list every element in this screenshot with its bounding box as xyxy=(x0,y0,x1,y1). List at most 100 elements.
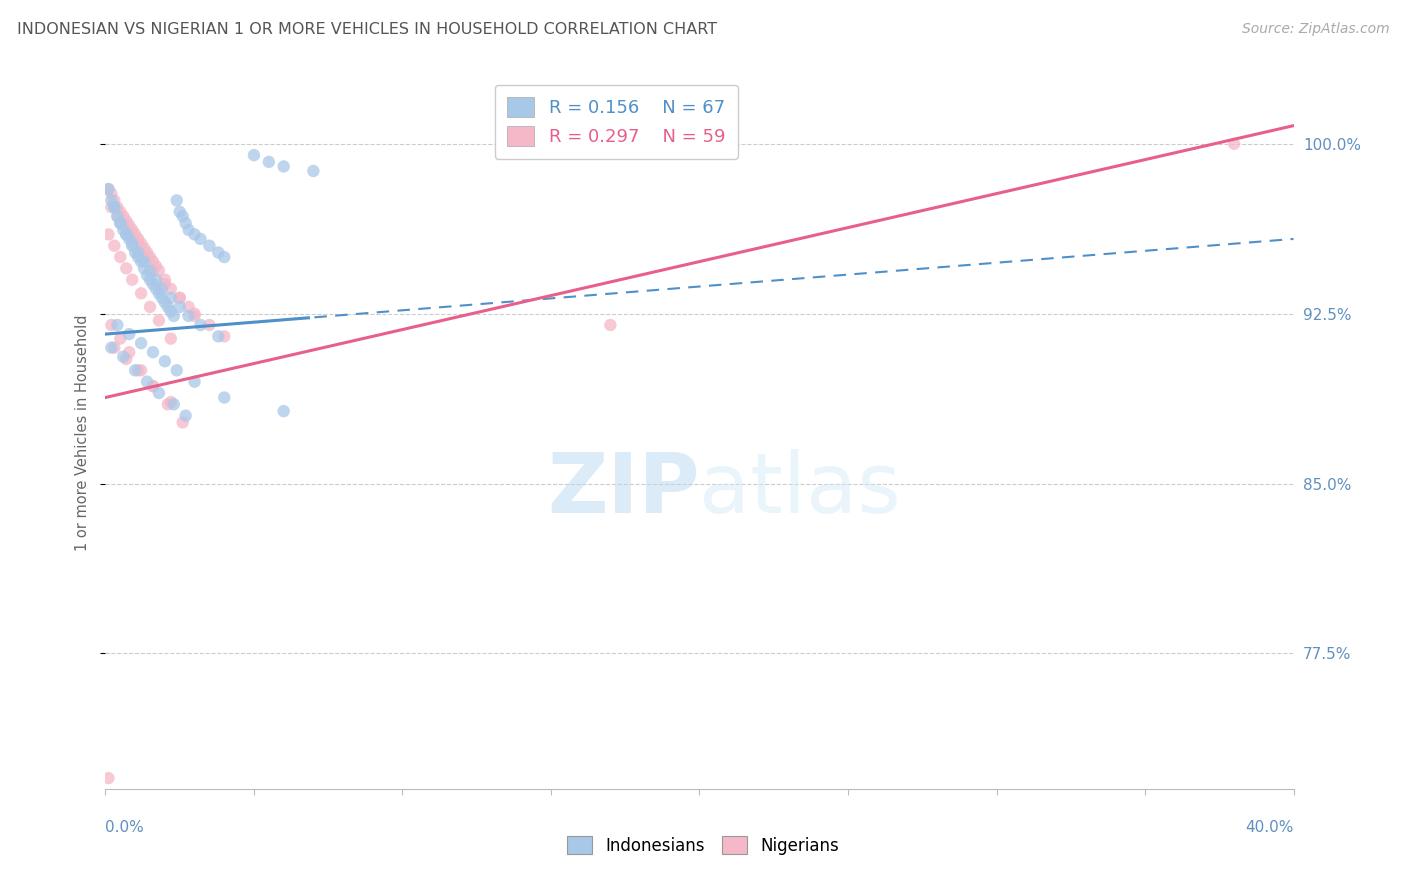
Point xyxy=(121,238,143,252)
Point xyxy=(110,216,132,230)
Point xyxy=(139,273,162,287)
Point xyxy=(159,282,181,296)
Point xyxy=(100,186,122,201)
Point xyxy=(166,194,188,208)
Point xyxy=(103,194,125,208)
Point xyxy=(190,318,212,332)
Text: ZIP: ZIP xyxy=(547,450,700,530)
Point xyxy=(139,250,162,264)
Point xyxy=(97,771,120,785)
Text: Source: ZipAtlas.com: Source: ZipAtlas.com xyxy=(1241,22,1389,37)
Point xyxy=(115,227,138,242)
Point xyxy=(214,250,236,264)
Point xyxy=(207,245,229,260)
Point xyxy=(118,345,141,359)
Point xyxy=(198,238,221,252)
Legend: R = 0.156    N = 67, R = 0.297    N = 59: R = 0.156 N = 67, R = 0.297 N = 59 xyxy=(495,85,738,159)
Point xyxy=(153,273,176,287)
Point xyxy=(169,291,191,305)
Point xyxy=(127,232,149,246)
Point xyxy=(177,300,200,314)
Point xyxy=(302,164,325,178)
Y-axis label: 1 or more Vehicles in Household: 1 or more Vehicles in Household xyxy=(75,314,90,551)
Point xyxy=(97,227,120,242)
Point xyxy=(97,182,120,196)
Point xyxy=(115,227,138,242)
Point xyxy=(153,277,176,292)
Point xyxy=(183,309,205,323)
Point xyxy=(118,232,141,246)
Point xyxy=(156,397,179,411)
Point xyxy=(100,194,122,208)
Point xyxy=(127,363,149,377)
Point xyxy=(145,259,167,273)
Point xyxy=(124,236,146,251)
Point xyxy=(103,200,125,214)
Point xyxy=(115,351,138,366)
Point xyxy=(118,219,141,233)
Point xyxy=(148,263,170,277)
Point xyxy=(136,245,159,260)
Point xyxy=(169,300,191,314)
Point xyxy=(100,200,122,214)
Point xyxy=(127,245,149,260)
Point xyxy=(129,363,152,377)
Point xyxy=(159,395,181,409)
Point xyxy=(129,336,152,351)
Point xyxy=(110,332,132,346)
Point xyxy=(207,329,229,343)
Point xyxy=(129,254,152,268)
Point xyxy=(177,223,200,237)
Point xyxy=(142,379,165,393)
Point xyxy=(190,232,212,246)
Point xyxy=(214,329,236,343)
Point xyxy=(121,273,143,287)
Point xyxy=(142,277,165,292)
Text: 0.0%: 0.0% xyxy=(105,821,145,835)
Point xyxy=(1223,136,1246,151)
Point xyxy=(198,318,221,332)
Point xyxy=(105,200,128,214)
Point xyxy=(214,391,236,405)
Point xyxy=(132,241,155,255)
Point xyxy=(100,318,122,332)
Point xyxy=(112,223,135,237)
Point xyxy=(159,304,181,318)
Point xyxy=(136,268,159,282)
Point xyxy=(150,291,173,305)
Point xyxy=(103,238,125,252)
Text: INDONESIAN VS NIGERIAN 1 OR MORE VEHICLES IN HOUSEHOLD CORRELATION CHART: INDONESIAN VS NIGERIAN 1 OR MORE VEHICLE… xyxy=(17,22,717,37)
Point xyxy=(124,245,146,260)
Point xyxy=(169,291,191,305)
Point xyxy=(132,261,155,276)
Point xyxy=(153,295,176,310)
Point xyxy=(257,155,280,169)
Point xyxy=(118,227,141,242)
Point xyxy=(142,263,165,277)
Point xyxy=(163,309,186,323)
Point xyxy=(132,254,155,268)
Point xyxy=(148,313,170,327)
Point xyxy=(183,375,205,389)
Point xyxy=(153,354,176,368)
Point xyxy=(177,309,200,323)
Point xyxy=(156,300,179,314)
Point xyxy=(121,223,143,237)
Point xyxy=(273,160,295,174)
Point xyxy=(174,216,197,230)
Point xyxy=(148,286,170,301)
Point xyxy=(129,286,152,301)
Point xyxy=(110,250,132,264)
Point xyxy=(142,254,165,268)
Point xyxy=(142,379,165,393)
Point xyxy=(599,318,621,332)
Point xyxy=(139,263,162,277)
Point xyxy=(103,200,125,214)
Point xyxy=(112,219,135,233)
Point xyxy=(121,236,143,251)
Point xyxy=(110,204,132,219)
Point xyxy=(110,216,132,230)
Text: atlas: atlas xyxy=(700,450,901,530)
Point xyxy=(105,318,128,332)
Point xyxy=(145,282,167,296)
